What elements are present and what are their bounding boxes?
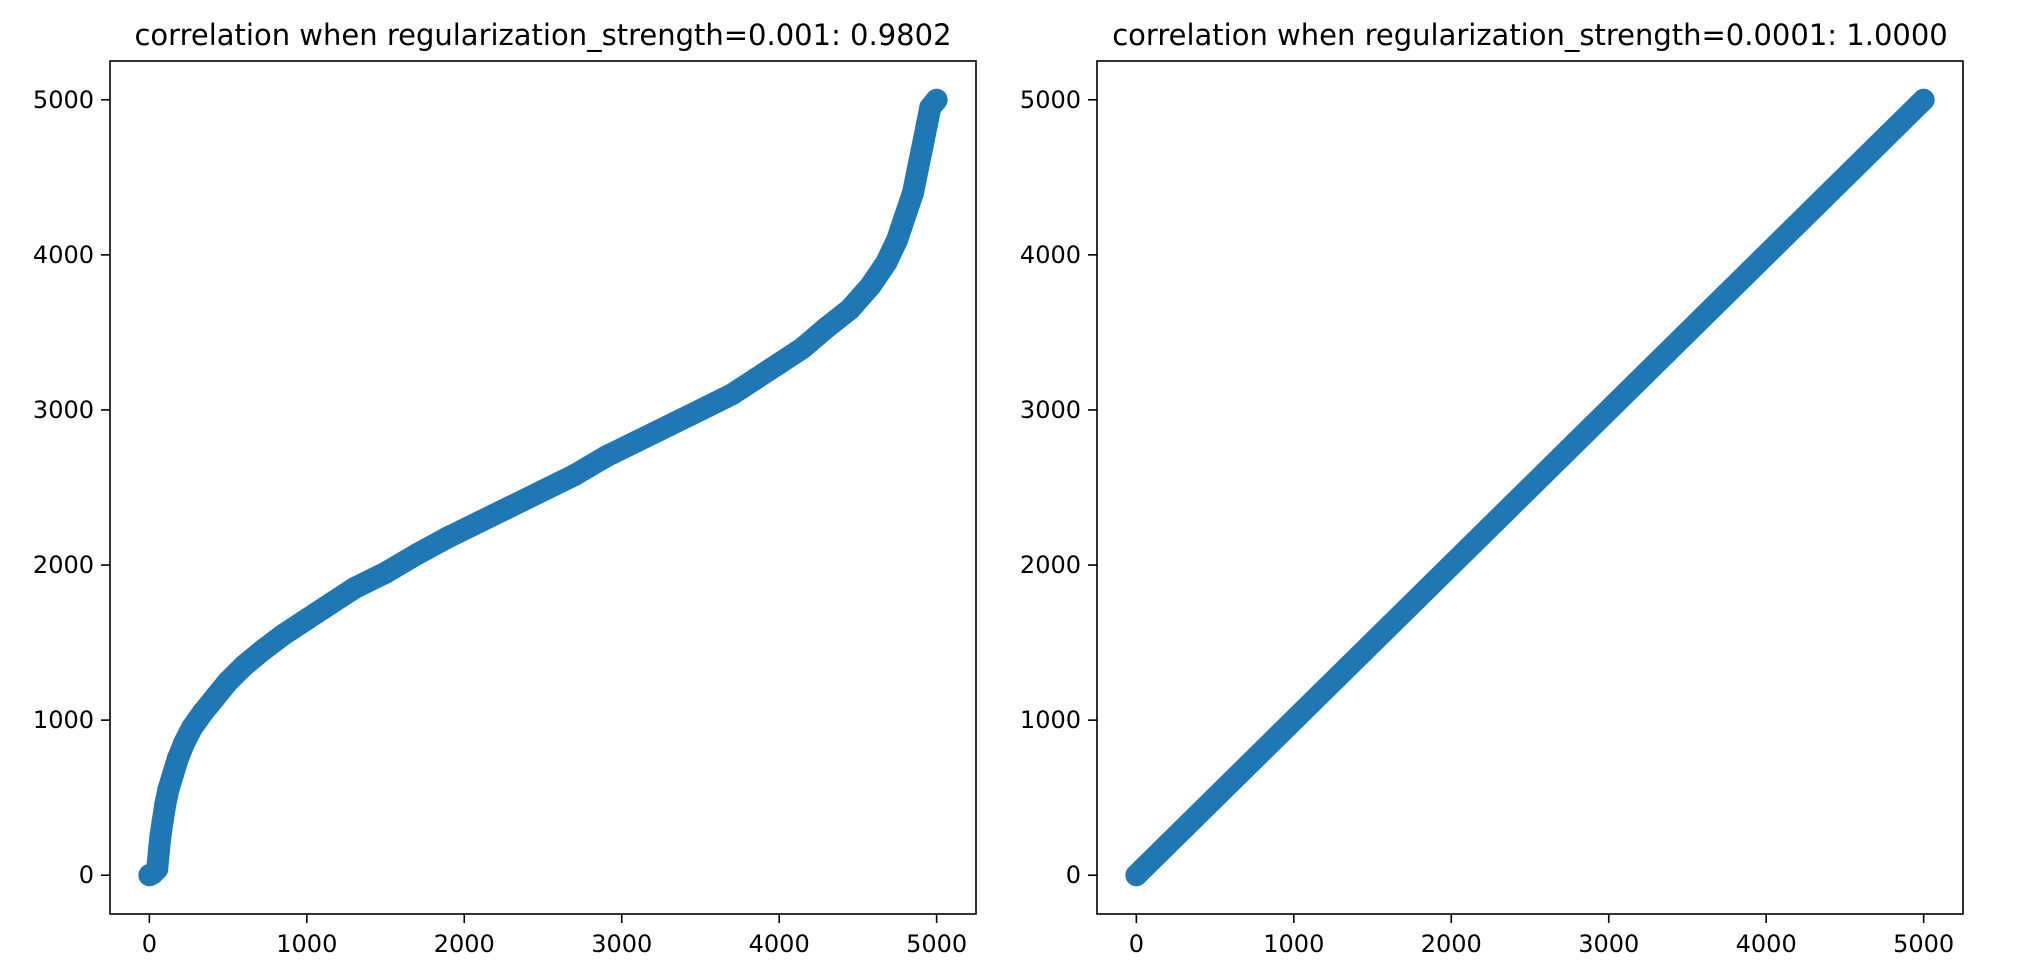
x-tick-label: 5000	[906, 930, 967, 958]
scatter-point	[1125, 864, 1148, 887]
x-tick-label: 3000	[591, 930, 652, 958]
scatter-point	[744, 367, 767, 390]
y-tick-label: 4000	[33, 241, 94, 269]
scatter-point	[500, 495, 523, 518]
y-tick-label: 2000	[33, 551, 94, 579]
scatter-point	[839, 298, 861, 321]
y-tick-label: 1000	[1020, 706, 1081, 734]
scatter-point	[768, 352, 791, 375]
scatter-point	[689, 399, 712, 421]
scatter-point	[319, 592, 342, 615]
x-tick-label: 3000	[1578, 930, 1639, 958]
x-tick-label: 0	[142, 930, 157, 958]
axes-frame-right	[1096, 60, 1964, 915]
y-tick-label: 3000	[33, 396, 94, 424]
x-tick-label: 0	[1129, 930, 1144, 958]
chart-title-left: correlation when regularization_strength…	[134, 18, 951, 52]
axis-ticks-left: 0 1000 2000 3000 4000 5000 0 1000 2000 3000 4000 50…	[33, 86, 967, 958]
scatter-point	[791, 336, 814, 359]
scatter-point	[437, 526, 460, 549]
scatter-point	[191, 701, 214, 724]
axis-ticks-right: 0 1000 2000 3000 4000 5000 0 1000 2000 3000 4000 50…	[1020, 86, 1954, 958]
scatter-point	[720, 383, 743, 406]
scatter-point	[563, 464, 586, 487]
scatter-point	[894, 205, 917, 228]
scatter-chart-left: correlation when regularization_strength…	[33, 18, 977, 958]
scatter-point	[626, 430, 649, 452]
scatter-point	[886, 228, 909, 251]
y-tick-label: 4000	[1020, 241, 1081, 269]
y-tick-label: 2000	[1020, 551, 1081, 579]
scatter-point	[1912, 88, 1935, 111]
x-tick-label: 2000	[434, 930, 495, 958]
scatter-point	[232, 654, 255, 677]
scatter-point	[815, 316, 838, 339]
scatter-point	[911, 135, 934, 158]
scatter-point	[906, 158, 929, 181]
scatter-point	[251, 639, 274, 662]
scatter-point	[595, 445, 617, 468]
scatter-point	[272, 623, 295, 646]
scatter-point	[859, 274, 882, 297]
scatter-point	[406, 543, 428, 566]
y-tick-label: 0	[79, 861, 94, 889]
x-tick-label: 4000	[749, 930, 810, 958]
scatter-point	[374, 561, 397, 584]
scatter-point	[204, 685, 227, 708]
x-tick-label: 2000	[1421, 930, 1482, 958]
scatter-point	[146, 858, 169, 880]
scatter-point	[180, 716, 203, 739]
scatter-point	[902, 181, 924, 204]
y-tick-label: 0	[1066, 861, 1081, 889]
x-tick-label: 5000	[1893, 930, 1954, 958]
scatter-point	[925, 88, 948, 111]
scatter-point	[532, 479, 554, 502]
scatter-point	[658, 414, 680, 437]
data-marks-right	[1125, 88, 1935, 887]
scatter-point	[295, 608, 318, 631]
scatter-chart-right: correlation when regularization_strength…	[1020, 18, 1964, 958]
y-tick-label: 3000	[1020, 396, 1081, 424]
y-tick-label: 1000	[33, 706, 94, 734]
scatter-band-right-0	[1125, 88, 1935, 887]
chart-title-right: correlation when regularization_strength…	[1112, 18, 1948, 52]
x-tick-label: 1000	[1263, 930, 1324, 958]
scatter-point	[875, 251, 898, 274]
scatter-point	[343, 577, 366, 600]
data-marks-left	[138, 88, 948, 887]
y-tick-label: 5000	[33, 86, 94, 114]
scatter-point	[469, 510, 491, 533]
scatter-point	[217, 670, 240, 693]
x-tick-label: 1000	[276, 930, 337, 958]
axes-frame-left	[109, 60, 977, 915]
x-tick-label: 4000	[1736, 930, 1797, 958]
y-tick-label: 5000	[1020, 86, 1081, 114]
